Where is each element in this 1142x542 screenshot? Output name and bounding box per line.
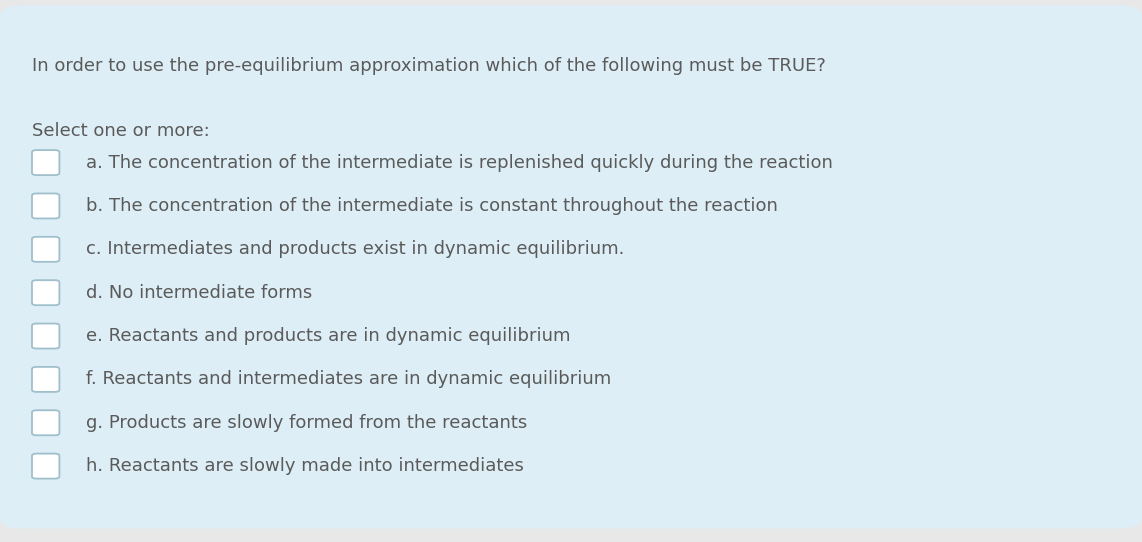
- FancyBboxPatch shape: [32, 237, 59, 262]
- Text: Select one or more:: Select one or more:: [32, 122, 210, 140]
- Text: b. The concentration of the intermediate is constant throughout the reaction: b. The concentration of the intermediate…: [86, 197, 778, 215]
- Text: f. Reactants and intermediates are in dynamic equilibrium: f. Reactants and intermediates are in dy…: [86, 370, 611, 389]
- FancyBboxPatch shape: [32, 150, 59, 175]
- Text: g. Products are slowly formed from the reactants: g. Products are slowly formed from the r…: [86, 414, 526, 432]
- Text: h. Reactants are slowly made into intermediates: h. Reactants are slowly made into interm…: [86, 457, 523, 475]
- Text: d. No intermediate forms: d. No intermediate forms: [86, 283, 312, 302]
- Text: e. Reactants and products are in dynamic equilibrium: e. Reactants and products are in dynamic…: [86, 327, 570, 345]
- FancyBboxPatch shape: [32, 367, 59, 392]
- FancyBboxPatch shape: [32, 410, 59, 435]
- FancyBboxPatch shape: [32, 193, 59, 218]
- FancyBboxPatch shape: [32, 280, 59, 305]
- FancyBboxPatch shape: [0, 5, 1142, 528]
- Text: c. Intermediates and products exist in dynamic equilibrium.: c. Intermediates and products exist in d…: [86, 240, 624, 259]
- Text: a. The concentration of the intermediate is replenished quickly during the react: a. The concentration of the intermediate…: [86, 153, 833, 172]
- Text: In order to use the pre-equilibrium approximation which of the following must be: In order to use the pre-equilibrium appr…: [32, 57, 826, 75]
- FancyBboxPatch shape: [32, 324, 59, 349]
- FancyBboxPatch shape: [32, 454, 59, 479]
